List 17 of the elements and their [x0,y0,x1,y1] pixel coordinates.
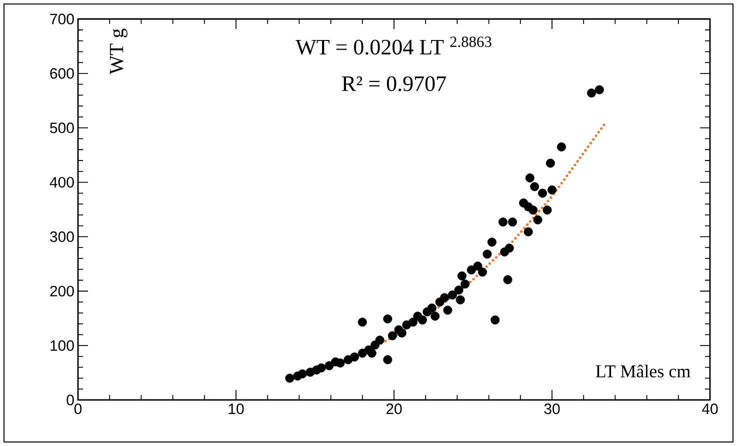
x-tick-label: 10 [228,404,244,414]
x-tick-label: 0 [74,404,82,414]
y-tick-label: 500 [50,122,74,134]
y-tick-label: 100 [50,340,74,351]
y-axis-title: WT g [110,28,128,74]
y-tick-label: 400 [50,176,74,188]
y-tick-label: 700 [50,14,74,24]
y-tick-label: 300 [50,231,74,242]
x-tick-label: 20 [386,404,402,414]
annotation: WT = 0.0204 LT $^{2.8863}$ [296,36,492,55]
y-tick-label: 0 [66,394,74,406]
x-axis-title: LT Mâles cm [596,364,690,378]
y-tick-label: 600 [50,68,74,79]
x-tick-label: 30 [544,404,560,414]
annotation: R² = 0.9707 [342,76,446,92]
x-tick-label: 40 [702,404,718,414]
y-tick-label: 200 [50,286,74,296]
